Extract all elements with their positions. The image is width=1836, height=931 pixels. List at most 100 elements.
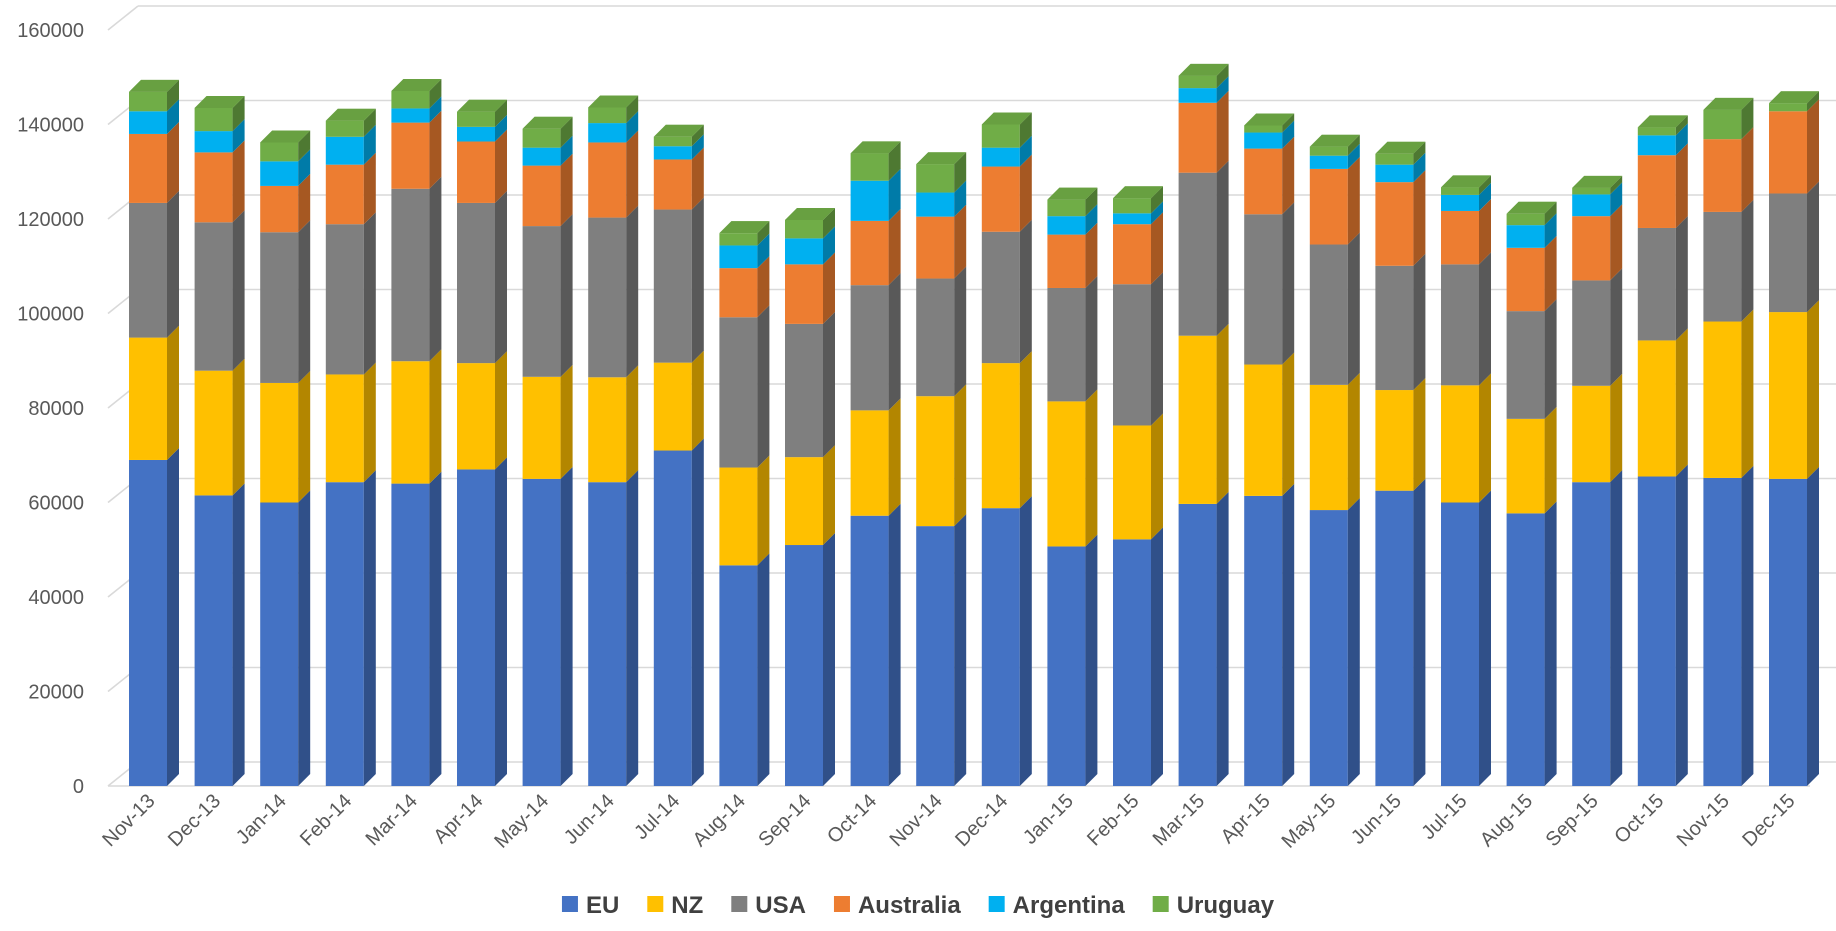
x-tick-label: Nov-13 xyxy=(98,790,159,851)
bar-front xyxy=(1244,495,1283,786)
bar-side xyxy=(298,173,311,233)
bar-segment-australia xyxy=(260,173,311,233)
bar-front xyxy=(522,376,561,479)
bar-side xyxy=(298,370,311,503)
bar-segment-australia xyxy=(325,152,376,225)
bar-segment-uruguay xyxy=(1047,187,1098,217)
x-tick-label: Jan-14 xyxy=(232,790,291,849)
bar-segment-australia xyxy=(588,130,639,218)
bar-segment-nz xyxy=(1375,378,1426,491)
bar-segment-eu xyxy=(1113,527,1163,786)
bar-top-shade xyxy=(1506,201,1557,214)
bar-front xyxy=(1113,539,1151,786)
bar-side xyxy=(1544,213,1557,248)
bar-segment-usa xyxy=(129,190,179,338)
bar-front xyxy=(522,165,561,227)
bar-segment-australia xyxy=(653,147,704,210)
bar-front xyxy=(1244,148,1283,215)
bar-segment-usa xyxy=(1375,253,1426,391)
bar-segment-nz xyxy=(1769,300,1819,479)
bar-stack xyxy=(1769,91,1819,786)
bar-segment-eu xyxy=(1769,466,1819,786)
bar-top-shade xyxy=(1309,134,1360,147)
bar-front xyxy=(1375,490,1414,786)
bar-stack xyxy=(260,130,311,786)
bar-segment-usa xyxy=(653,197,704,363)
bar-front xyxy=(129,111,167,134)
bar-front xyxy=(522,478,561,786)
bar-side xyxy=(1413,141,1426,165)
bar-front xyxy=(1703,139,1742,212)
legend-swatch-argentina xyxy=(988,896,1005,912)
bar-segment-argentina xyxy=(1244,120,1295,149)
bar-side xyxy=(1675,215,1688,341)
bar-segment-uruguay xyxy=(391,78,442,109)
bar-segment-usa xyxy=(916,266,967,397)
bar-front xyxy=(1113,213,1151,225)
bar-side xyxy=(495,457,507,786)
bar-front xyxy=(719,467,758,566)
bar-side xyxy=(823,226,835,265)
bar-side xyxy=(757,455,770,566)
bar-side xyxy=(429,110,442,189)
bar-side xyxy=(1282,120,1295,149)
bar-segment-australia xyxy=(1244,136,1295,215)
x-tick-label: Sep-15 xyxy=(1542,790,1603,851)
bar-front xyxy=(1178,102,1217,173)
bar-segment-argentina xyxy=(1506,213,1557,248)
bar-front xyxy=(653,136,692,147)
bar-side xyxy=(1479,175,1491,195)
bar-front xyxy=(522,226,561,377)
bar-segment-nz xyxy=(325,362,376,483)
bar-side xyxy=(495,129,507,203)
bar-front xyxy=(129,337,167,460)
bar-front xyxy=(1703,321,1742,478)
bar-side xyxy=(691,438,704,786)
bar-side xyxy=(888,208,901,286)
bar-front xyxy=(129,459,167,786)
bar-side xyxy=(1151,413,1163,540)
bar-segment-nz xyxy=(1572,373,1623,483)
bar-side xyxy=(691,350,704,451)
bar-front xyxy=(1047,234,1086,288)
bar-stack xyxy=(1309,134,1360,786)
bar-segment-argentina xyxy=(981,135,1032,167)
bar-side xyxy=(1479,198,1491,265)
bar-front xyxy=(1506,213,1545,226)
bar-front xyxy=(981,166,1020,232)
bar-side xyxy=(1085,275,1098,402)
bar-side xyxy=(626,95,639,124)
bar-side xyxy=(560,214,573,377)
bar-side xyxy=(1282,483,1295,786)
bar-side xyxy=(888,141,901,181)
legend-label: NZ xyxy=(671,892,703,919)
bar-front xyxy=(260,502,299,786)
bar-side xyxy=(495,114,507,142)
x-tick-label: Jun-15 xyxy=(1347,790,1406,849)
bar-segment-argentina xyxy=(785,226,835,265)
bar-side xyxy=(1151,527,1163,786)
y-tick-label: 120000 xyxy=(17,209,84,231)
bar-front xyxy=(1375,265,1414,391)
bar-segment-usa xyxy=(325,212,376,375)
bar-segment-eu xyxy=(1309,498,1360,786)
bar-side xyxy=(1347,143,1360,169)
bar-segment-nz xyxy=(785,445,835,546)
y-tick-label: 60000 xyxy=(28,493,84,515)
bar-side xyxy=(1544,299,1557,419)
bar-front xyxy=(916,526,955,786)
bar-top-shade xyxy=(129,79,179,92)
bar-side xyxy=(1675,464,1688,786)
bar-top-shade xyxy=(260,130,311,143)
bar-front xyxy=(194,131,233,153)
bar-front xyxy=(1309,510,1348,786)
x-tick-label: Feb-14 xyxy=(296,790,356,850)
bar-segment-nz xyxy=(1113,413,1163,540)
bar-front xyxy=(588,123,627,143)
bar-top-shade xyxy=(653,124,704,137)
bar-side xyxy=(1807,466,1819,786)
bar-segment-argentina xyxy=(1178,76,1229,103)
bar-front xyxy=(785,219,823,239)
bar-top-shade xyxy=(588,95,639,108)
bar-side xyxy=(495,190,507,364)
